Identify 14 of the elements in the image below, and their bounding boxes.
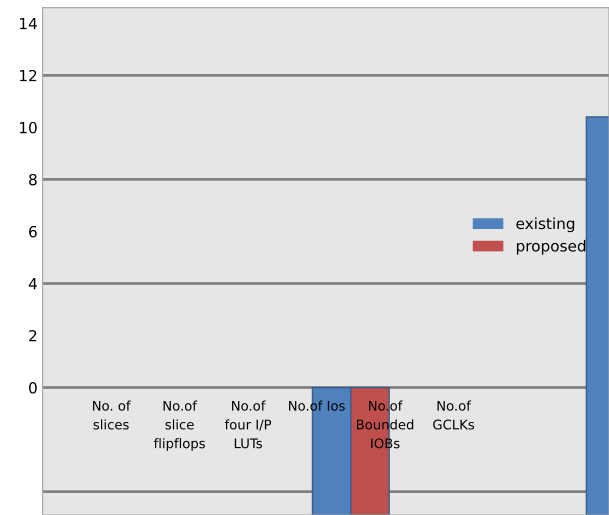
y-tick-label: 4 bbox=[28, 278, 37, 290]
y-tick-label: 12 bbox=[20, 70, 36, 82]
y-tick-label: 14 bbox=[20, 18, 37, 30]
legend-label: existing bbox=[516, 217, 574, 232]
y-tick-label: 8 bbox=[29, 174, 37, 186]
x-tick-label: No.of four I/P LUTs bbox=[224, 400, 272, 448]
y-tick-label: 6 bbox=[29, 226, 37, 238]
y-tick-label: 2 bbox=[29, 330, 36, 342]
x-tick-label: No.of slice flipflops bbox=[154, 400, 205, 451]
y-tick-label: 0 bbox=[29, 382, 37, 394]
x-tick-label: No. of slices bbox=[93, 400, 131, 430]
x-tick-label: No.of GCLKs bbox=[433, 400, 474, 430]
legend-label: proposed bbox=[516, 240, 586, 255]
y-tick-label: 10 bbox=[20, 122, 37, 134]
